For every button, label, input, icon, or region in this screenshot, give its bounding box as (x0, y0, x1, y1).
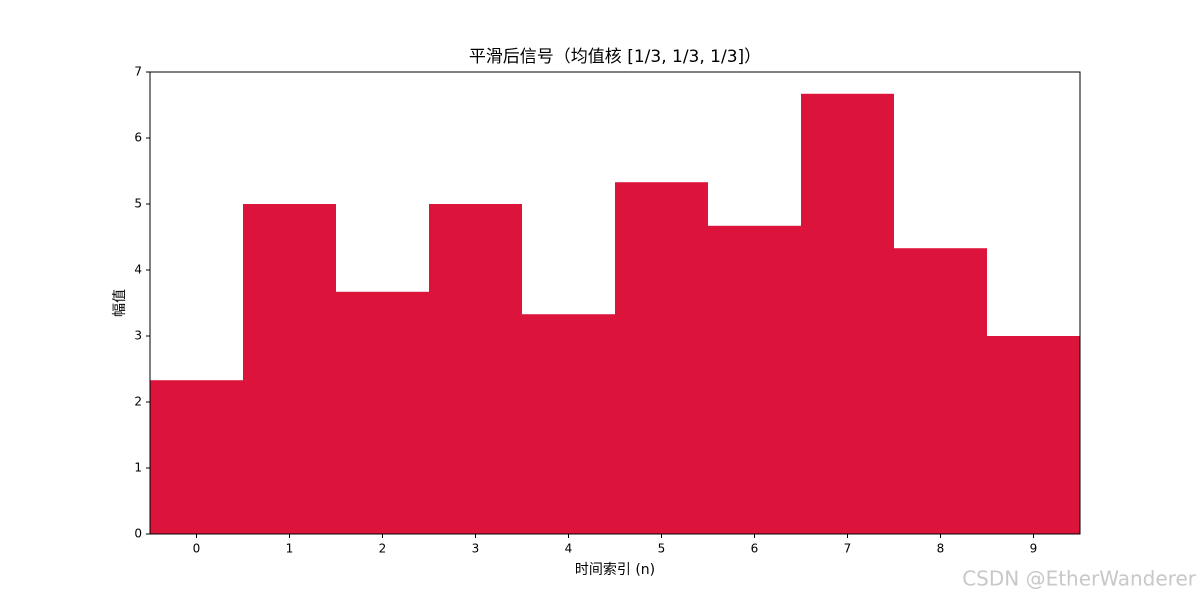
bar (243, 204, 336, 534)
bar (801, 93, 894, 534)
bar (336, 291, 429, 534)
x-tick-label: 2 (379, 542, 387, 556)
bar (150, 380, 243, 534)
x-tick-label: 9 (1030, 542, 1038, 556)
y-tick-label: 3 (134, 329, 142, 343)
bar (429, 204, 522, 534)
x-tick-label: 5 (658, 542, 666, 556)
bar (615, 182, 708, 534)
y-tick-label: 7 (134, 65, 142, 79)
bar (708, 225, 801, 534)
plot-frame (149, 71, 1081, 535)
y-tick-label: 1 (134, 461, 142, 475)
x-tick-label: 6 (751, 542, 759, 556)
y-tick-label: 2 (134, 395, 142, 409)
y-tick-label: 4 (134, 263, 142, 277)
y-tick-label: 0 (134, 527, 142, 541)
x-tick-label: 7 (844, 542, 852, 556)
watermark: CSDN @EtherWanderer (962, 567, 1197, 591)
y-tick-label: 5 (134, 197, 142, 211)
x-tick-label: 8 (937, 542, 945, 556)
x-axis-label: 时间索引 (n) (575, 561, 655, 578)
chart-title: 平滑后信号（均值核 [1/3, 1/3, 1/3]） (469, 47, 761, 67)
bar (522, 314, 615, 534)
x-tick-label: 4 (565, 542, 573, 556)
y-tick-label: 6 (134, 131, 142, 145)
x-tick-label: 1 (286, 542, 294, 556)
x-tick-label: 3 (472, 542, 480, 556)
x-tick-label: 0 (193, 542, 201, 556)
y-axis-label: 幅值 (112, 289, 128, 317)
bar (894, 248, 987, 534)
bar (987, 336, 1080, 534)
